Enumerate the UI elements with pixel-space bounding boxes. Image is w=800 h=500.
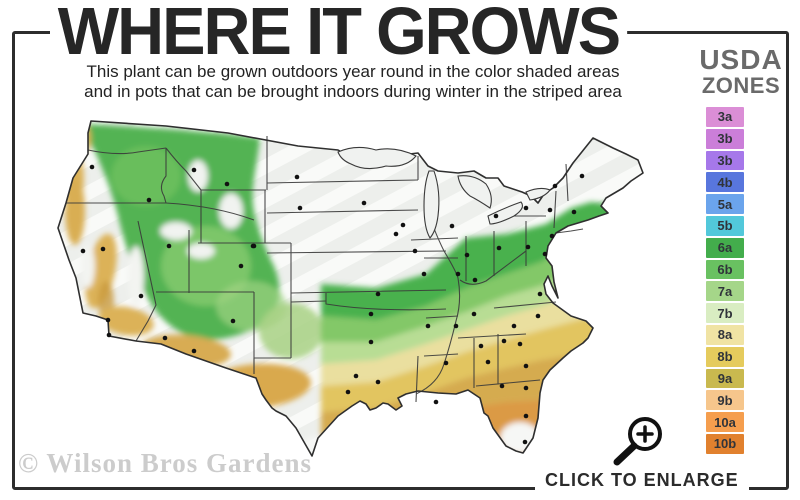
- zone-chip-7a-8: 7a: [706, 281, 744, 302]
- city-dot: [523, 385, 529, 391]
- city-dot: [478, 343, 484, 349]
- city-dot: [443, 360, 449, 366]
- great-lakes: [337, 146, 551, 239]
- watermark: © Wilson Bros Gardens: [18, 448, 312, 478]
- city-dot: [361, 200, 367, 206]
- city-dot: [297, 205, 303, 211]
- city-dot: [80, 248, 86, 254]
- city-dot: [345, 389, 351, 395]
- city-dot: [400, 222, 406, 228]
- page-title: WHERE IT GROWS: [50, 0, 627, 65]
- city-dot: [368, 339, 374, 345]
- city-dot: [89, 164, 95, 170]
- city-dots: [80, 164, 585, 445]
- zone-chip-3b-2: 3b: [706, 150, 744, 171]
- zone-chip-8a-10: 8a: [706, 324, 744, 345]
- city-dot: [191, 167, 197, 173]
- city-dot: [464, 252, 470, 258]
- us-outline: [57, 120, 644, 457]
- city-dot: [368, 311, 374, 317]
- zone-chip-6a-6: 6a: [706, 237, 744, 258]
- city-dot: [412, 248, 418, 254]
- usda-zones-legend: 3a 3b 3b 4b 5a 5b 6a 6b 7a 7b 8a 8b 9a 9b 10a 10b: [706, 107, 744, 454]
- zone-chip-5a-4: 5a: [706, 194, 744, 214]
- city-dot: [393, 231, 399, 237]
- city-dot: [421, 271, 427, 277]
- city-dot: [100, 246, 106, 252]
- city-dot: [571, 209, 577, 215]
- city-dot: [224, 181, 230, 187]
- city-dot: [517, 341, 523, 347]
- city-dot: [535, 313, 541, 319]
- zone-chip-5b-5: 5b: [706, 215, 744, 236]
- city-dot: [511, 323, 517, 329]
- city-dot: [238, 263, 244, 269]
- city-dot: [523, 205, 529, 211]
- city-dot: [522, 439, 528, 445]
- subtitle-line-2: and in pots that can be brought indoors …: [84, 82, 622, 101]
- zone-chip-9a-12: 9a: [706, 368, 744, 389]
- city-dot: [191, 348, 197, 354]
- zone-chip-3a-0: 3a: [706, 107, 744, 127]
- city-dot: [537, 291, 543, 297]
- city-dot: [547, 207, 553, 213]
- zone-chip-6b-7: 6b: [706, 259, 744, 280]
- city-dot: [455, 271, 461, 277]
- city-dot: [496, 245, 502, 251]
- city-dot: [453, 323, 459, 329]
- city-dot: [549, 233, 555, 239]
- city-dot: [433, 399, 439, 405]
- zone-chip-7b-9: 7b: [706, 303, 744, 323]
- zone-chip-8b-11: 8b: [706, 346, 744, 367]
- city-dot: [579, 173, 585, 179]
- city-dot: [425, 323, 431, 329]
- city-dot: [230, 318, 236, 324]
- city-dot: [375, 291, 381, 297]
- legend-heading: USDA ZONES: [686, 46, 796, 98]
- city-dot: [552, 183, 558, 189]
- city-dot: [146, 197, 152, 203]
- us-map-svg: [57, 120, 644, 457]
- zone-chip-10b-15: 10b: [706, 433, 744, 454]
- city-dot: [499, 383, 505, 389]
- zone-chip-10a-14: 10a: [706, 412, 744, 432]
- us-zone-map: [26, 116, 674, 470]
- city-dot: [485, 359, 491, 365]
- city-dot: [166, 243, 172, 249]
- zone-chip-3b-1: 3b: [706, 128, 744, 149]
- zone-chip-9b-13: 9b: [706, 390, 744, 411]
- city-dot: [471, 311, 477, 317]
- zone-chip-4b-3: 4b: [706, 172, 744, 193]
- city-dot: [493, 213, 499, 219]
- city-dot: [162, 335, 168, 341]
- legend-heading-zones: ZONES: [701, 73, 781, 98]
- city-dot: [138, 293, 144, 299]
- click-to-enlarge-label[interactable]: CLICK TO ENLARGE: [535, 468, 749, 494]
- city-dot: [106, 332, 112, 338]
- city-dot: [542, 251, 548, 257]
- map-fill-layers: [58, 121, 643, 456]
- city-dot: [525, 244, 531, 250]
- city-dot: [523, 413, 529, 419]
- city-dot: [523, 363, 529, 369]
- city-dot: [501, 338, 507, 344]
- city-dot: [449, 223, 455, 229]
- legend-heading-usda: USDA: [699, 44, 783, 75]
- city-dot: [105, 317, 111, 323]
- city-dot: [250, 243, 256, 249]
- subtitle-line-1: This plant can be grown outdoors year ro…: [86, 62, 620, 81]
- city-dot: [375, 379, 381, 385]
- city-dot: [294, 174, 300, 180]
- city-dot: [353, 373, 359, 379]
- magnifier-plus-icon[interactable]: [605, 410, 671, 470]
- subtitle: This plant can be grown outdoors year ro…: [28, 62, 678, 102]
- city-dot: [472, 277, 478, 283]
